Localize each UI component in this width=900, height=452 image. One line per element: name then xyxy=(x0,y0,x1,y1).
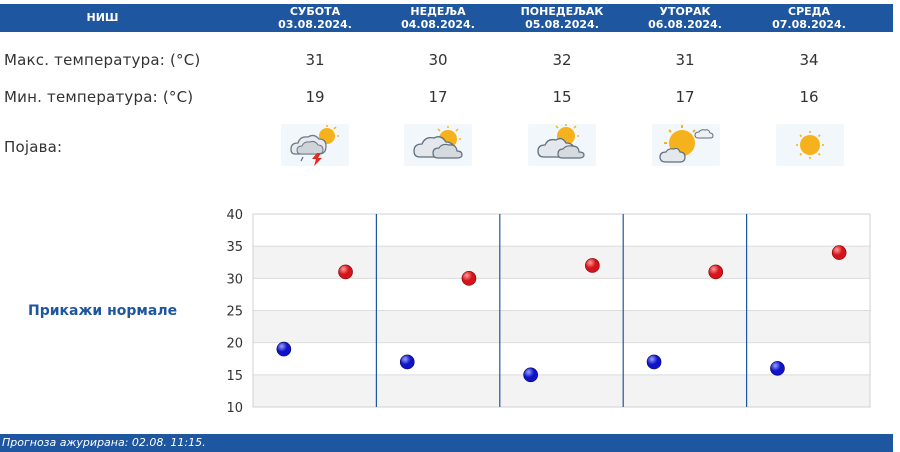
min-temp-label: Мин. температура: (°C) xyxy=(4,88,194,106)
max-temp-point xyxy=(338,264,353,280)
day-name: СУБОТА xyxy=(289,5,341,18)
chart-band xyxy=(253,278,870,311)
y-tick-label: 10 xyxy=(226,401,243,415)
y-tick-label: 15 xyxy=(226,369,243,384)
max-temp-value: 34 xyxy=(799,51,819,69)
day-date: 07.08.2024. xyxy=(772,18,846,31)
sun-icon xyxy=(776,124,844,166)
min-temp-value: 19 xyxy=(305,88,325,106)
max-temp-value: 31 xyxy=(305,51,325,69)
day-header-1: СУБОТА 03.08.2024. xyxy=(253,5,377,31)
day-name: НЕДЕЉА xyxy=(410,5,466,18)
min-temp-point xyxy=(276,341,292,357)
chart-band xyxy=(253,214,870,247)
footer-bar xyxy=(0,434,893,452)
day-date: 05.08.2024. xyxy=(525,18,599,31)
day-header-5: СРЕДА 07.08.2024. xyxy=(747,5,871,31)
day-header-2: НЕДЕЉА 04.08.2024. xyxy=(376,5,500,31)
thunderstorm-sun-icon xyxy=(281,124,349,166)
min-temp-point xyxy=(399,354,415,370)
phenomenon-label: Појава: xyxy=(4,138,63,156)
header-bar xyxy=(0,4,893,32)
min-temp-value: 15 xyxy=(552,88,572,106)
day-date: 04.08.2024. xyxy=(401,18,475,31)
max-temp-point xyxy=(831,245,847,260)
max-temp-point xyxy=(708,264,724,280)
forecast-updated-text: Прогноза ажурирана: 02.08. 11:15. xyxy=(2,436,206,449)
show-normals-link[interactable]: Прикажи нормале xyxy=(28,303,178,319)
min-temp-point xyxy=(646,354,662,370)
day-date: 06.08.2024. xyxy=(648,18,722,31)
min-temp-value: 16 xyxy=(799,88,819,106)
min-temp-point xyxy=(523,367,538,383)
y-tick-label: 35 xyxy=(226,240,243,255)
day-name: ПОНЕДЕЉАК xyxy=(520,5,604,18)
y-tick-label: 20 xyxy=(226,337,243,352)
city-name: НИШ xyxy=(86,11,119,24)
chart-band xyxy=(253,246,870,279)
min-temp-point xyxy=(770,361,785,376)
max-temp-point xyxy=(461,271,477,286)
y-tick-label: 30 xyxy=(226,272,243,287)
day-header-4: УТОРАК 06.08.2024. xyxy=(623,5,747,31)
plot-border xyxy=(252,213,871,408)
day-name: УТОРАК xyxy=(659,5,711,18)
y-tick-label: 40 xyxy=(226,208,243,223)
day-date: 03.08.2024. xyxy=(278,18,352,31)
min-temp-value: 17 xyxy=(428,88,448,106)
temperature-chart: 40 35 30 25 20 15 10 xyxy=(226,208,871,415)
min-temp-value: 17 xyxy=(675,88,695,106)
max-temp-label: Макс. температура: (°C) xyxy=(4,51,201,69)
chart-band xyxy=(253,374,870,407)
max-temp-value: 32 xyxy=(552,51,572,69)
chart-band xyxy=(253,342,870,375)
day-name: СРЕДА xyxy=(788,5,830,18)
chart-band xyxy=(253,310,870,343)
day-header-3: ПОНЕДЕЉАК 05.08.2024. xyxy=(500,5,624,31)
max-temp-point xyxy=(585,258,600,273)
sun-behind-clouds-icon xyxy=(404,124,472,166)
max-temp-value: 30 xyxy=(428,51,448,69)
sun-behind-clouds-icon xyxy=(528,124,596,166)
y-tick-label: 25 xyxy=(226,305,243,320)
max-temp-value: 31 xyxy=(675,51,695,69)
sun-with-cloud-icon xyxy=(652,124,720,166)
